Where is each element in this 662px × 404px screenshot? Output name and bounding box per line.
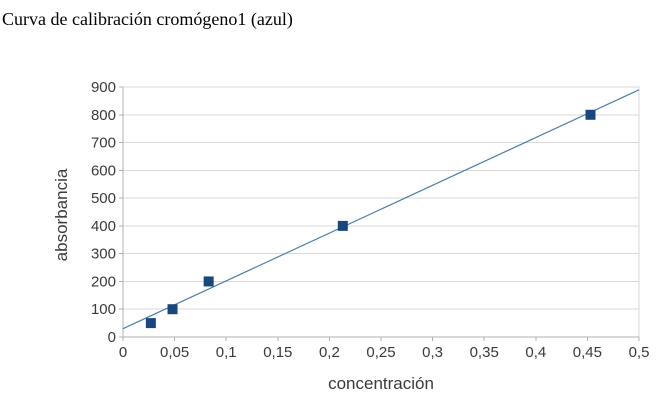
data-point [203,276,214,287]
y-tick-label: 600 [91,162,116,179]
x-tick-label: 0,15 [263,344,292,361]
x-tick-label: 0,2 [319,344,340,361]
y-tick-label: 200 [91,273,116,290]
y-tick-label: 700 [91,135,116,152]
x-tick-label: 0,35 [470,344,499,361]
x-tick-label: 0,1 [216,344,237,361]
y-tick-label: 300 [91,246,116,263]
data-point [585,109,596,120]
x-tick-label: 0,45 [573,344,602,361]
data-point [337,220,348,231]
x-tick-label: 0,25 [366,344,395,361]
x-tick-label: 0 [119,344,127,361]
y-tick-label: 800 [91,107,116,124]
chart-title: Curva de calibración cromógeno1 (azul) [2,9,293,29]
trendline [122,89,640,330]
x-tick-label: 0,05 [160,344,189,361]
x-tick-label: 0,3 [422,344,443,361]
x-axis-title: concentración [328,374,434,393]
x-tick-label: 0,4 [525,344,546,361]
y-tick-label: 0 [108,329,116,346]
y-tick-label: 500 [91,190,116,207]
y-tick-label: 900 [91,79,116,96]
y-tick-label: 400 [91,218,116,235]
y-tick-label: 100 [91,301,116,318]
data-point [145,318,156,329]
y-axis-title: absorbancia [52,168,71,261]
x-tick-label: 0,5 [629,344,650,361]
data-point [167,304,178,315]
